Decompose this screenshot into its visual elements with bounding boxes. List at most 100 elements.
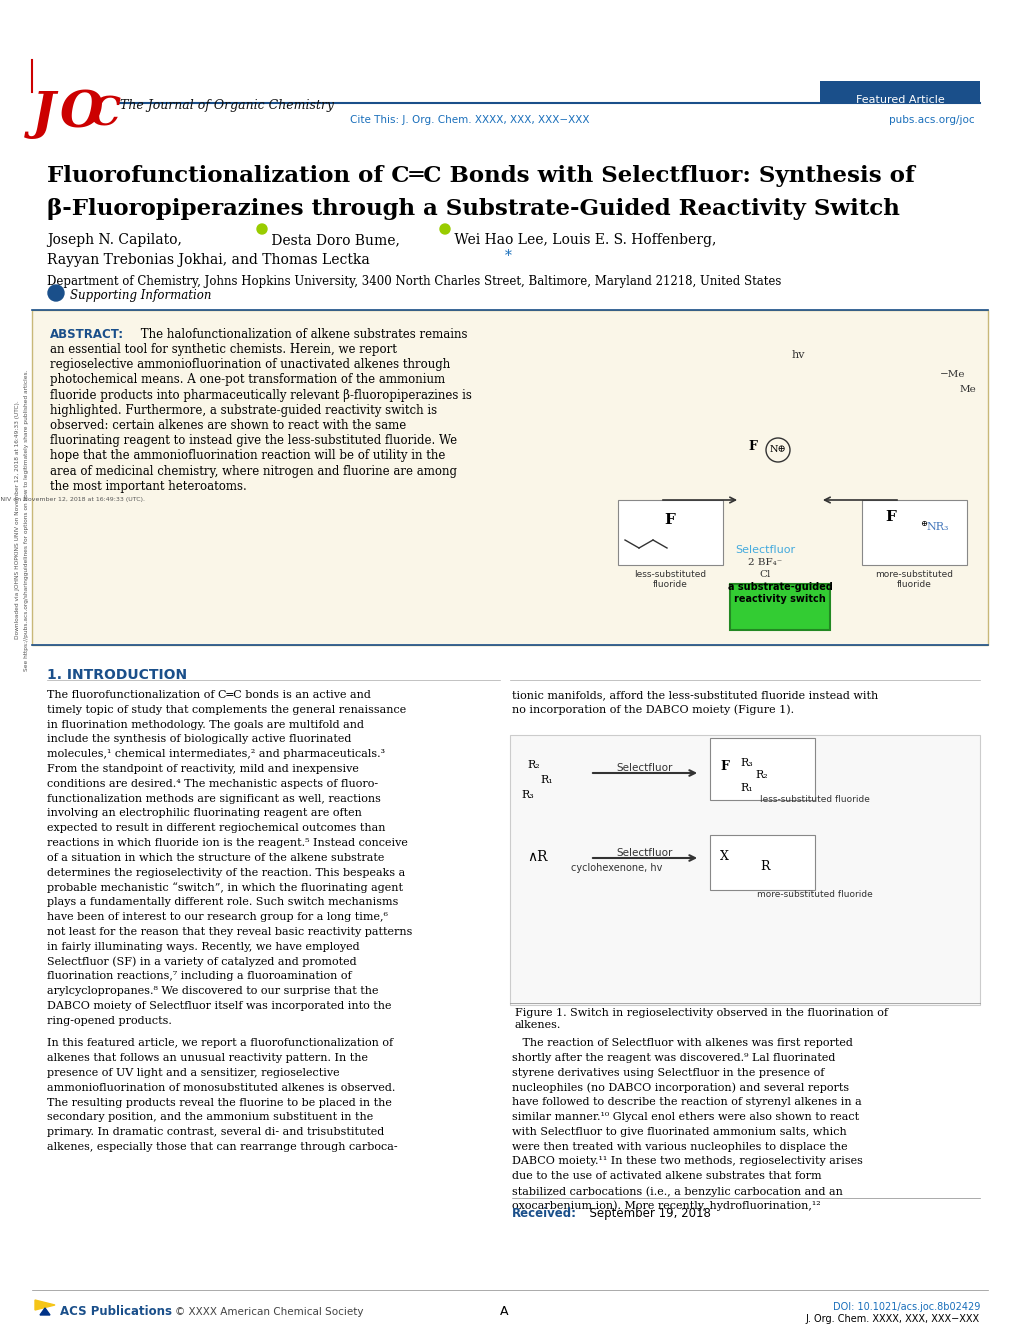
FancyBboxPatch shape [730,584,829,630]
Text: September 19, 2018: September 19, 2018 [582,1207,710,1221]
Text: ring-opened products.: ring-opened products. [47,1015,172,1026]
Text: involving an electrophilic fluorinating reagent are often: involving an electrophilic fluorinating … [47,808,362,818]
Text: R₁: R₁ [539,775,552,784]
Text: Cite This: J. Org. Chem. XXXX, XXX, XXX−XXX: Cite This: J. Org. Chem. XXXX, XXX, XXX−… [350,115,589,125]
Text: From the standpoint of reactivity, mild and inexpensive: From the standpoint of reactivity, mild … [47,764,359,774]
Text: R₁: R₁ [739,783,752,792]
FancyBboxPatch shape [709,835,814,890]
Text: R₃: R₃ [521,790,533,800]
Text: secondary position, and the ammonium substituent in the: secondary position, and the ammonium sub… [47,1113,373,1122]
FancyBboxPatch shape [609,317,974,632]
Text: F: F [664,514,675,527]
Text: F: F [747,440,756,454]
Text: were then treated with various nucleophiles to displace the: were then treated with various nucleophi… [512,1142,847,1151]
Text: © XXXX American Chemical Society: © XXXX American Chemical Society [175,1307,363,1317]
Text: Figure 1. Switch in regioselectivity observed in the fluorination of
alkenes.: Figure 1. Switch in regioselectivity obs… [515,1009,888,1030]
Text: hope that the ammoniofluorination reaction will be of utility in the: hope that the ammoniofluorination reacti… [50,450,445,463]
Text: Downloaded via JOHNS HOPKINS UNIV on November 12, 2018 at 16:49:33 (UTC).: Downloaded via JOHNS HOPKINS UNIV on Nov… [0,498,145,503]
Text: stabilized carbocations (i.e., a benzylic carbocation and an: stabilized carbocations (i.e., a benzyli… [512,1186,842,1197]
Text: regioselective ammoniofluorination of unactivated alkenes through: regioselective ammoniofluorination of un… [50,359,449,371]
Text: have been of interest to our research group for a long time,⁶: have been of interest to our research gr… [47,912,387,922]
Text: shortly after the reagent was discovered.⁹ Lal fluorinated: shortly after the reagent was discovered… [512,1053,835,1063]
Text: fluorinating reagent to instead give the less-substituted fluoride. We: fluorinating reagent to instead give the… [50,434,457,447]
Text: C: C [90,95,121,133]
Text: F: F [719,760,729,772]
Text: NR₃: NR₃ [925,522,948,532]
Circle shape [257,224,267,233]
Text: in fairly illuminating ways. Recently, we have employed: in fairly illuminating ways. Recently, w… [47,942,360,951]
Text: not least for the reason that they reveal basic reactivity patterns: not least for the reason that they revea… [47,927,412,936]
Text: the most important heteroatoms.: the most important heteroatoms. [50,480,247,492]
Text: ammoniofluorination of monosubstituted alkenes is observed.: ammoniofluorination of monosubstituted a… [47,1083,395,1093]
Text: The resulting products reveal the fluorine to be placed in the: The resulting products reveal the fluori… [47,1098,391,1107]
Text: less-substituted fluoride: less-substituted fluoride [759,795,869,804]
Text: Featured Article: Featured Article [855,95,944,105]
Text: Joseph N. Capilato,: Joseph N. Capilato, [47,233,181,247]
Text: area of medicinal chemistry, where nitrogen and fluorine are among: area of medicinal chemistry, where nitro… [50,464,457,478]
FancyBboxPatch shape [32,309,987,646]
Text: The halofunctionalization of alkene substrates remains: The halofunctionalization of alkene subs… [137,328,467,342]
Text: hv: hv [791,350,805,360]
Text: more-substituted fluoride: more-substituted fluoride [756,890,872,899]
Text: Selectfluor: Selectfluor [735,546,794,555]
FancyBboxPatch shape [510,735,979,1005]
Text: presence of UV light and a sensitizer, regioselective: presence of UV light and a sensitizer, r… [47,1069,339,1078]
Text: R: R [759,860,768,872]
Text: 1. INTRODUCTION: 1. INTRODUCTION [47,668,186,682]
Text: plays a fundamentally different role. Such switch mechanisms: plays a fundamentally different role. Su… [47,898,398,907]
Text: molecules,¹ chemical intermediates,² and pharmaceuticals.³: molecules,¹ chemical intermediates,² and… [47,750,385,759]
Text: See https://pubs.acs.org/sharingguidelines for options on how to legitimately sh: See https://pubs.acs.org/sharingguidelin… [24,370,30,671]
Text: reactions in which fluoride ion is the reagent.⁵ Instead conceive: reactions in which fluoride ion is the r… [47,838,408,848]
Text: DOI: 10.1021/acs.joc.8b02429: DOI: 10.1021/acs.joc.8b02429 [832,1302,979,1313]
FancyBboxPatch shape [819,81,979,103]
Text: Wei Hao Lee, Louis E. S. Hoffenberg,: Wei Hao Lee, Louis E. S. Hoffenberg, [449,233,715,247]
Text: highlighted. Furthermore, a substrate-guided reactivity switch is: highlighted. Furthermore, a substrate-gu… [50,404,437,416]
Text: cyclohexenone, hv: cyclohexenone, hv [571,863,662,872]
Text: F: F [884,510,895,524]
Text: The Journal of Organic Chemistry: The Journal of Organic Chemistry [120,99,333,112]
Text: Selectfluor (SF) in a variety of catalyzed and promoted: Selectfluor (SF) in a variety of catalyz… [47,956,357,967]
Text: more-substituted: more-substituted [874,570,952,579]
Text: Desta Doro Bume,: Desta Doro Bume, [267,233,399,247]
Text: similar manner.¹⁰ Glycal enol ethers were also shown to react: similar manner.¹⁰ Glycal enol ethers wer… [512,1113,858,1122]
Text: determines the regioselectivity of the reaction. This bespeaks a: determines the regioselectivity of the r… [47,867,405,878]
Text: ∧R: ∧R [527,850,547,864]
Text: due to the use of activated alkene substrates that form: due to the use of activated alkene subst… [512,1171,821,1181]
Text: conditions are desired.⁴ The mechanistic aspects of fluoro-: conditions are desired.⁴ The mechanistic… [47,779,378,788]
Text: Selectfluor: Selectfluor [616,848,673,858]
Text: In this featured article, we report a fluorofunctionalization of: In this featured article, we report a fl… [47,1038,392,1049]
Text: J. Org. Chem. XXXX, XXX, XXX−XXX: J. Org. Chem. XXXX, XXX, XXX−XXX [805,1314,979,1325]
FancyBboxPatch shape [709,738,814,800]
Text: timely topic of study that complements the general renaissance: timely topic of study that complements t… [47,704,406,715]
Text: fluoride: fluoride [896,580,930,590]
Text: primary. In dramatic contrast, several di- and trisubstituted: primary. In dramatic contrast, several d… [47,1127,384,1137]
Text: a substrate-guided
reactivity switch: a substrate-guided reactivity switch [727,582,832,604]
Text: alkenes that follows an unusual reactivity pattern. In the: alkenes that follows an unusual reactivi… [47,1054,368,1063]
Text: ACS Publications: ACS Publications [60,1305,172,1318]
Text: DABCO moiety.¹¹ In these two methods, regioselectivity arises: DABCO moiety.¹¹ In these two methods, re… [512,1157,862,1166]
Text: expected to result in different regiochemical outcomes than: expected to result in different regioche… [47,823,385,834]
Text: arylcyclopropanes.⁸ We discovered to our surprise that the: arylcyclopropanes.⁸ We discovered to our… [47,986,378,996]
Text: J: J [32,89,56,139]
Text: Downloaded via JOHNS HOPKINS UNIV on November 12, 2018 at 16:49:33 (UTC).: Downloaded via JOHNS HOPKINS UNIV on Nov… [15,400,20,639]
Text: fluoride: fluoride [652,580,687,590]
Text: X: X [719,850,729,863]
Text: ABSTRACT:: ABSTRACT: [50,328,124,342]
Text: alkenes, especially those that can rearrange through carboca-: alkenes, especially those that can rearr… [47,1142,397,1153]
Text: tionic manifolds, afford the less-substituted fluoride instead with: tionic manifolds, afford the less-substi… [512,690,877,700]
Text: pubs.acs.org/joc: pubs.acs.org/joc [889,115,974,125]
Polygon shape [40,1309,50,1315]
Text: O: O [60,89,103,139]
Text: *: * [504,249,512,263]
Text: Department of Chemistry, Johns Hopkins University, 3400 North Charles Street, Ba: Department of Chemistry, Johns Hopkins U… [47,275,781,288]
Text: fluoride products into pharmaceutically relevant β-fluoropiperazines is: fluoride products into pharmaceutically … [50,388,472,402]
Text: R₃: R₃ [739,758,752,768]
Text: less-substituted: less-substituted [634,570,705,579]
Text: styrene derivatives using Selectfluor in the presence of: styrene derivatives using Selectfluor in… [512,1067,823,1078]
Text: R₂: R₂ [754,770,767,780]
Text: oxocarbenium ion). More recently, hydrofluorination,¹²: oxocarbenium ion). More recently, hydrof… [512,1201,820,1211]
Text: have followed to describe the reaction of styrenyl alkenes in a: have followed to describe the reaction o… [512,1097,861,1107]
FancyBboxPatch shape [861,500,966,566]
Text: S: S [53,288,59,297]
Text: in fluorination methodology. The goals are multifold and: in fluorination methodology. The goals a… [47,719,364,730]
